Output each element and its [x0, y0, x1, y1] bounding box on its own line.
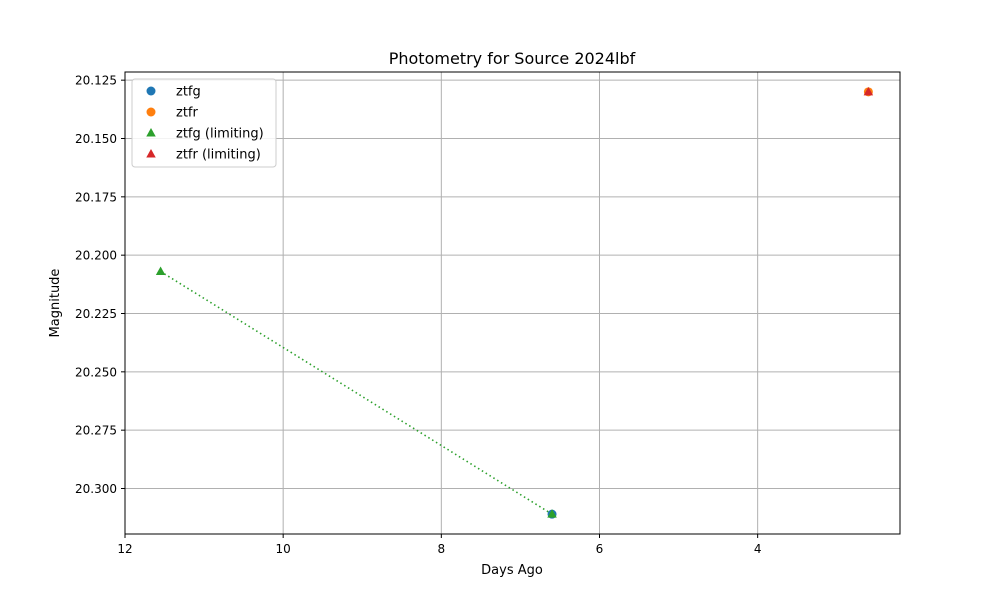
legend-label: ztfg [176, 85, 201, 100]
y-tick-label: 20.300 [75, 482, 117, 496]
legend-marker-triangle [146, 128, 156, 137]
data-point-triangle [547, 509, 557, 518]
legend-box [131, 78, 277, 168]
x-tick-label: 8 [438, 542, 446, 556]
legend: ztfg ztfr ztfg (limiting) ztfr (limiting) [131, 78, 277, 168]
data-series [155, 86, 874, 519]
legend-marker-circle [146, 86, 156, 96]
y-tick-label: 20.200 [75, 249, 117, 263]
y-axis-label: Magnitude [48, 269, 63, 338]
data-point-triangle [863, 86, 874, 96]
y-tick-label: 20.250 [75, 365, 117, 379]
x-tick-label: 12 [117, 542, 132, 556]
y-tick-label: 20.150 [75, 132, 117, 146]
y-tick-label: 20.125 [75, 74, 117, 88]
legend-label: ztfr (limiting) [176, 148, 261, 163]
y-tick-label: 20.175 [75, 190, 117, 204]
legend-marker-circle [146, 107, 156, 117]
x-tick-label: 4 [754, 542, 762, 556]
legend-marker-triangle [146, 149, 156, 158]
y-tick-label: 20.225 [75, 307, 117, 321]
grid-lines [125, 72, 900, 534]
x-tick-label: 6 [596, 542, 604, 556]
plot-frame [124, 71, 901, 535]
series-line [160, 270, 553, 515]
legend-label: ztfg (limiting) [176, 127, 264, 142]
y-tick-label: 20.275 [75, 424, 117, 438]
x-tick-label: 10 [276, 542, 291, 556]
legend-label: ztfr [176, 106, 198, 121]
data-point-triangle [155, 266, 166, 275]
x-axis-label: Days Ago [481, 563, 543, 578]
axis-ticks: 12 10 8 6 4 20.125 20.150 20.175 20.200 20.225 20.… [75, 74, 761, 556]
chart-title: Photometry for Source 2024lbf [389, 49, 636, 68]
